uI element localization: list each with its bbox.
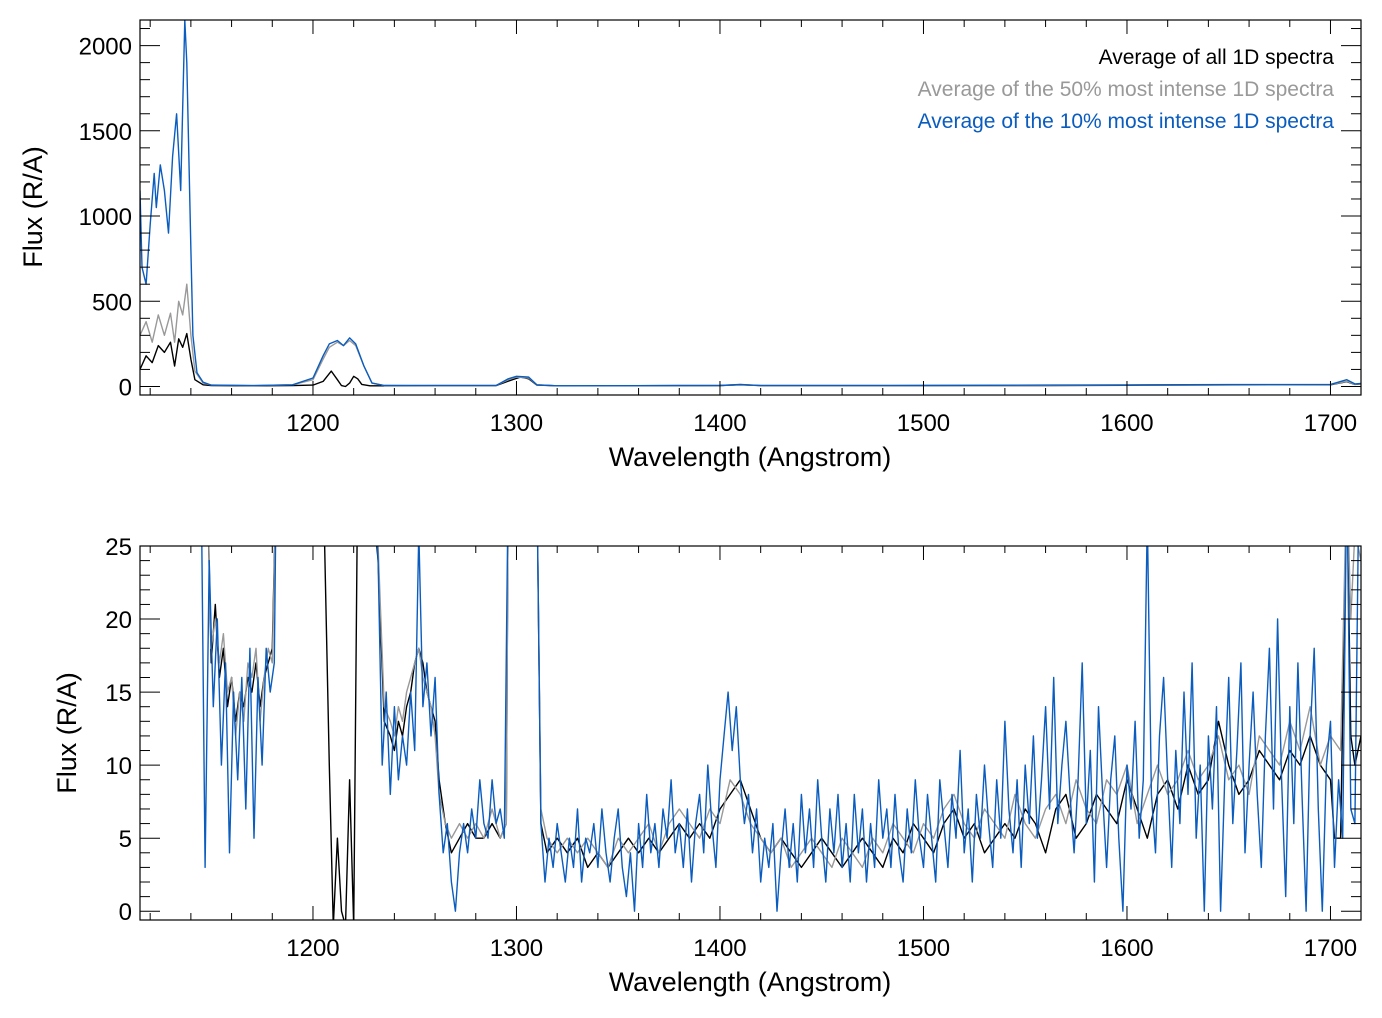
top-y-axis-title: Flux (R/A) [18, 146, 48, 268]
top-x-tick-label: 1600 [1100, 410, 1153, 437]
legend-entry-all: Average of all 1D spectra [1099, 46, 1335, 69]
bottom-series-10pct-spectra [201, 546, 1359, 912]
bottom-panel: 1200 1300 1400 1500 1600 1700 0 5 10 15 20 25 Wavel… [52, 534, 1362, 997]
top-panel: 1200 1300 1400 1500 1600 1700 0 500 1000 1500 2000… [18, 19, 1362, 472]
bottom-x-axis-title: Wavelength (Angstrom) [609, 967, 892, 997]
bottom-ticks [140, 545, 1361, 920]
top-tick-labels: 1200 1300 1400 1500 1600 1700 0 500 1000 1500 2000 [79, 34, 1358, 437]
top-series-10pct-spectra [140, 20, 1361, 387]
bottom-series-50pct-spectra [208, 546, 1361, 869]
legend-entry-50pct: Average of the 50% most intense 1D spect… [918, 78, 1335, 101]
bottom-x-tick-label: 1500 [897, 935, 950, 962]
bottom-series-layer [201, 546, 1361, 920]
top-y-tick-label: 2000 [79, 34, 132, 61]
bottom-y-tick-label: 5 [119, 826, 132, 853]
top-x-tick-label: 1400 [693, 410, 746, 437]
bottom-x-tick-label: 1700 [1304, 935, 1357, 962]
top-y-tick-label: 500 [92, 289, 132, 316]
bottom-y-tick-label: 25 [105, 534, 132, 561]
top-y-tick-label: 1500 [79, 119, 132, 146]
bottom-y-axis-title: Flux (R/A) [52, 672, 82, 794]
bottom-x-tick-label: 1400 [693, 935, 746, 962]
top-x-axis-title: Wavelength (Angstrom) [609, 442, 892, 472]
legend-entry-10pct: Average of the 10% most intense 1D spect… [918, 110, 1335, 133]
top-x-tick-label: 1700 [1304, 410, 1357, 437]
top-x-tick-label: 1500 [897, 410, 950, 437]
top-series-layer [140, 20, 1361, 388]
bottom-x-tick-label: 1200 [286, 935, 339, 962]
bottom-y-tick-label: 15 [105, 680, 132, 707]
top-x-tick-label: 1200 [286, 410, 339, 437]
top-ticks [140, 20, 1361, 395]
bottom-y-tick-label: 0 [119, 899, 132, 926]
top-y-tick-label: 1000 [79, 204, 132, 231]
bottom-plot-frame [139, 545, 1362, 921]
bottom-tick-labels: 1200 1300 1400 1500 1600 1700 0 5 10 15 20 25 [105, 534, 1357, 962]
top-x-tick-label: 1300 [490, 410, 543, 437]
bottom-x-tick-label: 1300 [490, 935, 543, 962]
bottom-y-tick-label: 10 [105, 753, 132, 780]
top-y-tick-label: 0 [119, 374, 132, 401]
bottom-y-tick-label: 20 [105, 607, 132, 634]
legend: Average of all 1D spectra Average of the… [918, 46, 1335, 133]
bottom-x-tick-label: 1600 [1100, 935, 1153, 962]
top-plot-frame [139, 19, 1362, 396]
